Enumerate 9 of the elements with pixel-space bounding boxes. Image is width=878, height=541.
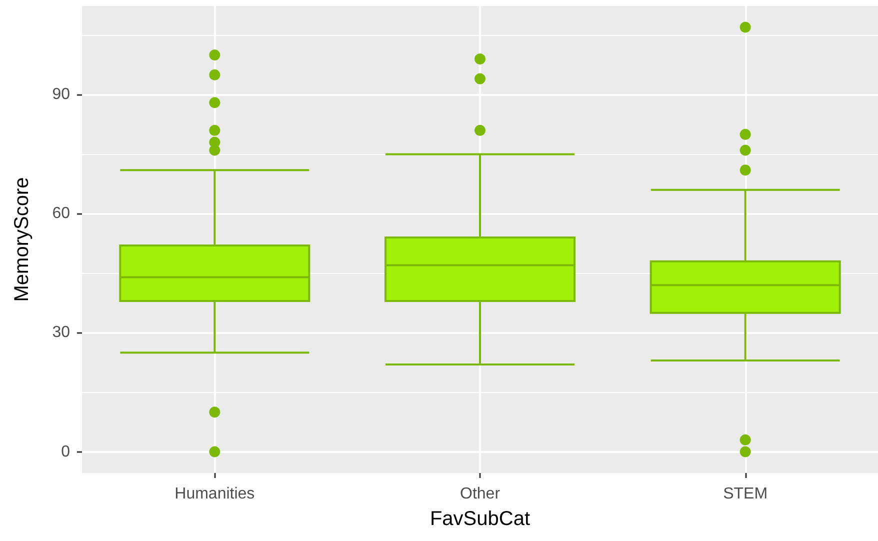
x-axis-title: FavSubCat xyxy=(430,508,530,530)
y-tick-label: 30 xyxy=(52,324,70,342)
y-tick-label: 0 xyxy=(61,443,70,460)
y-tick-label: 60 xyxy=(52,205,70,222)
y-axis-title: MemoryScore xyxy=(11,177,33,302)
y-tick-label: 90 xyxy=(52,86,70,104)
x-tick-label: Other xyxy=(460,486,501,502)
x-tick-label: Humanities xyxy=(174,486,255,502)
x-tick-label: STEM xyxy=(723,486,768,502)
